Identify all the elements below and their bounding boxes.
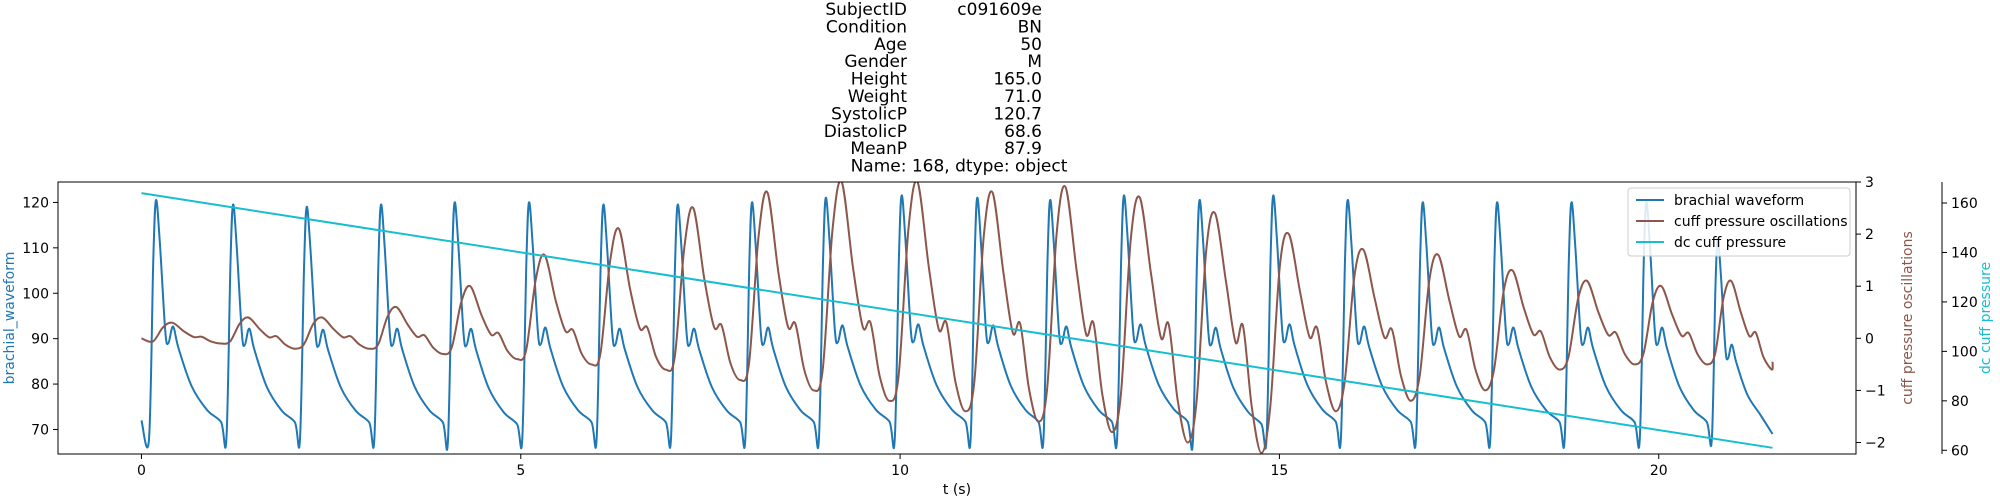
plot-border <box>57 181 1857 455</box>
y-axis-right-1: −2 −1 0 1 2 3 cuff pressure oscillations <box>1856 175 1916 452</box>
y-right-1-tick-label: 1 <box>1865 279 1874 295</box>
y-left-tick-label: 110 <box>22 241 49 257</box>
y-right-1-axis-label: cuff pressure oscillations <box>1900 231 1916 405</box>
series-line-cuff-pressure-oscillations <box>141 182 1774 454</box>
x-axis-label: t (s) <box>943 482 971 498</box>
title-value: M <box>1027 52 1042 72</box>
y-right-1-tick-label: 0 <box>1865 331 1874 347</box>
title-value: 68.6 <box>1004 122 1042 142</box>
x-tick-label: 10 <box>891 463 909 479</box>
y-right-2-tick-label: 100 <box>1951 344 1978 360</box>
legend-entry: brachial waveform <box>1674 193 1804 209</box>
y-right-2-tick-label: 60 <box>1951 443 1969 459</box>
y-axis-left: 70 80 90 100 110 120 brachial_waveform <box>2 195 58 438</box>
y-right-2-tick-label: 120 <box>1951 295 1978 311</box>
plot-lines <box>140 182 1774 454</box>
legend-entry: cuff pressure oscillations <box>1674 214 1848 230</box>
y-left-tick-label: 80 <box>31 377 49 393</box>
title-key: SubjectID <box>825 0 907 20</box>
x-tick-label: 15 <box>1271 463 1289 479</box>
series-line-dc-cuff-pressure <box>141 192 1773 449</box>
title-key: Height <box>851 70 908 90</box>
y-right-2-tick-label: 140 <box>1951 245 1978 261</box>
y-left-tick-label: 90 <box>31 332 49 348</box>
title-key: Condition <box>826 17 907 37</box>
legend-box <box>1627 187 1851 257</box>
x-tick-label: 0 <box>137 463 146 479</box>
y-axis-right-2: 60 80 100 120 140 160 dc cuff pressure <box>1942 196 1994 459</box>
chart-title: SubjectID c091609e Condition BN Age 50 Gender M… <box>824 0 1068 177</box>
y-left-tick-label: 120 <box>22 195 49 211</box>
y-right-2-tick-label: 160 <box>1951 196 1978 212</box>
title-value: 120.7 <box>993 104 1042 124</box>
title-value: 71.0 <box>1004 87 1042 107</box>
title-key: SystolicP <box>831 104 907 124</box>
y-right-1-tick-label: 3 <box>1865 175 1874 191</box>
y-left-tick-label: 100 <box>22 286 49 302</box>
x-axis: 0 5 10 15 20 t (s) <box>137 454 1668 498</box>
title-key: MeanP <box>850 139 907 159</box>
y-right-2-axis-label: dc cuff pressure <box>1978 262 1994 374</box>
title-value: 87.9 <box>1004 139 1042 159</box>
title-key: Weight <box>848 87 908 107</box>
title-key: DiastolicP <box>824 122 907 142</box>
x-tick-label: 5 <box>516 463 525 479</box>
legend-entry: dc cuff pressure <box>1674 235 1786 251</box>
y-left-tick-label: 70 <box>31 422 49 438</box>
title-key: Gender <box>844 52 907 72</box>
plot-frame <box>57 181 1943 455</box>
title-value: c091609e <box>957 0 1042 20</box>
series-line-brachial-waveform <box>140 194 1774 451</box>
title-key: Age <box>874 35 907 55</box>
title-value: BN <box>1018 17 1042 37</box>
title-footer: Name: 168, dtype: object <box>851 157 1068 177</box>
y-right-2-tick-label: 80 <box>1951 394 1969 410</box>
title-value: 165.0 <box>993 70 1042 90</box>
y-right-1-tick-label: −1 <box>1865 383 1886 399</box>
legend: brachial waveform cuff pressure oscillati… <box>1627 187 1851 257</box>
x-tick-label: 20 <box>1650 463 1668 479</box>
y-left-axis-label: brachial_waveform <box>2 252 18 385</box>
y-right-1-tick-label: 2 <box>1865 227 1874 243</box>
title-value: 50 <box>1020 35 1042 55</box>
y-right-1-tick-label: −2 <box>1865 436 1886 452</box>
